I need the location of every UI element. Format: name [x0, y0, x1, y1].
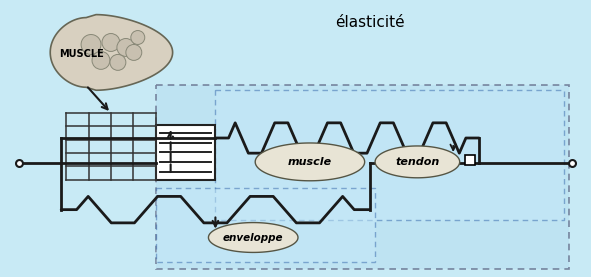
Text: MUSCLE: MUSCLE [59, 49, 103, 60]
Text: tendon: tendon [395, 157, 440, 167]
FancyBboxPatch shape [155, 125, 215, 180]
FancyBboxPatch shape [155, 188, 375, 262]
Text: muscle: muscle [288, 157, 332, 167]
Polygon shape [50, 15, 173, 90]
FancyBboxPatch shape [215, 90, 564, 220]
Circle shape [131, 30, 145, 45]
Circle shape [117, 39, 135, 57]
Polygon shape [209, 223, 298, 252]
Bar [465, 155, 475, 165]
Polygon shape [375, 146, 460, 178]
Polygon shape [255, 143, 365, 181]
Circle shape [92, 52, 110, 69]
Text: enveloppe: enveloppe [223, 232, 284, 242]
Circle shape [110, 54, 126, 70]
Circle shape [81, 35, 101, 54]
FancyBboxPatch shape [155, 85, 569, 269]
Text: élasticité: élasticité [335, 15, 404, 30]
Circle shape [126, 45, 142, 60]
Circle shape [102, 34, 120, 52]
